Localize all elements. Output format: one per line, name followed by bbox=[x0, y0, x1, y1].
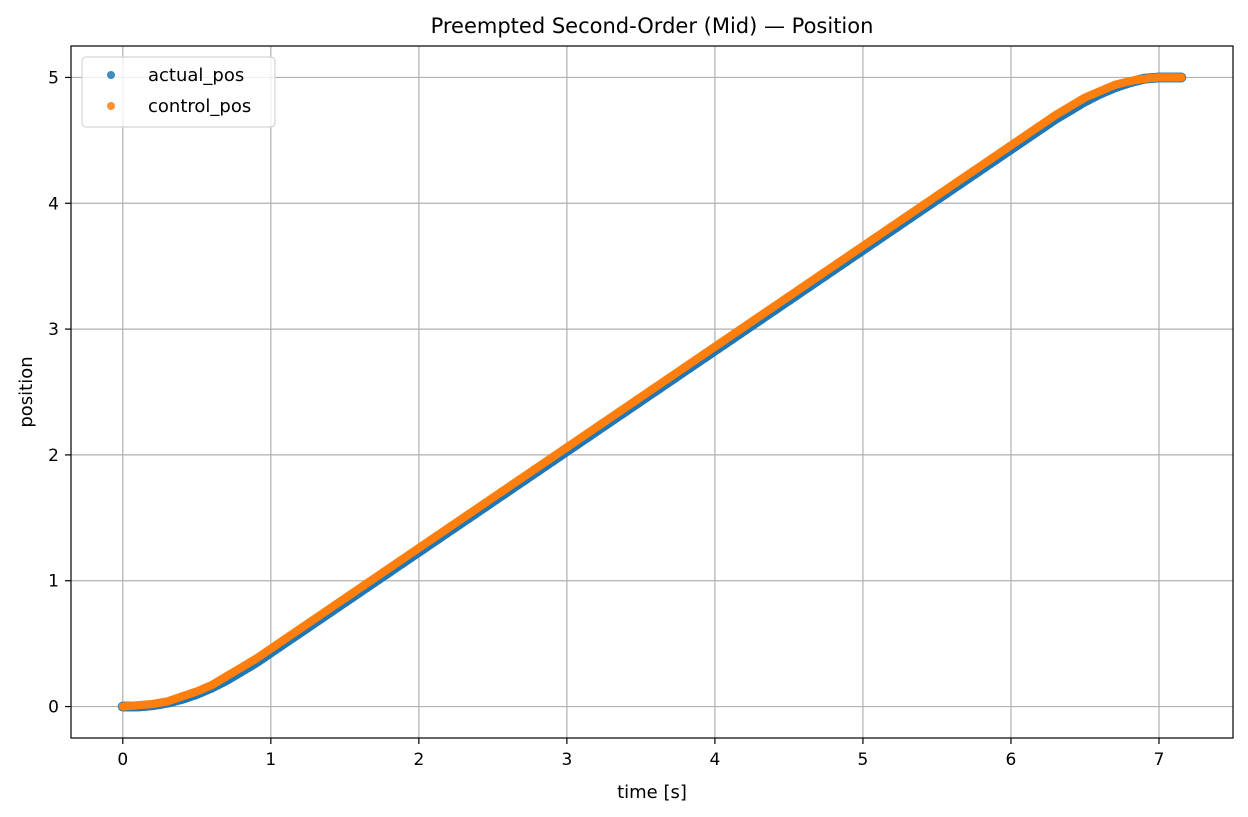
x-tick-label: 2 bbox=[413, 750, 424, 770]
x-tick-label: 7 bbox=[1154, 750, 1165, 770]
x-tick-label: 4 bbox=[709, 750, 720, 770]
y-axis-label: position bbox=[16, 356, 37, 427]
x-axis-label: time [s] bbox=[617, 782, 687, 803]
legend-label: control_pos bbox=[148, 96, 251, 117]
x-tick-label: 0 bbox=[117, 750, 128, 770]
series-control_pos bbox=[118, 73, 1186, 711]
x-tick-label: 3 bbox=[561, 750, 572, 770]
y-tick-label: 1 bbox=[48, 572, 59, 592]
x-axis-ticks: 0 1 2 3 4 5 6 7 bbox=[117, 738, 1164, 770]
y-tick-label: 0 bbox=[48, 698, 59, 718]
x-tick-label: 6 bbox=[1006, 750, 1017, 770]
legend-label: actual_pos bbox=[148, 65, 244, 86]
y-tick-label: 3 bbox=[48, 320, 59, 340]
legend-box bbox=[81, 56, 276, 128]
grid-lines bbox=[71, 46, 1233, 738]
plot-series bbox=[117, 72, 1187, 712]
chart-title: Preempted Second-Order (Mid) — Position bbox=[431, 14, 874, 38]
y-tick-label: 2 bbox=[48, 446, 59, 466]
data-point bbox=[1176, 73, 1186, 82]
x-tick-label: 1 bbox=[265, 750, 276, 770]
legend: actual_pos control_pos bbox=[81, 56, 276, 128]
y-axis-ticks: 0 1 2 3 4 5 bbox=[48, 68, 71, 718]
y-tick-label: 5 bbox=[48, 68, 59, 88]
axes-frame bbox=[70, 45, 1234, 739]
legend-marker bbox=[107, 102, 115, 110]
x-tick-label: 5 bbox=[858, 750, 869, 770]
legend-marker bbox=[107, 71, 115, 79]
y-tick-label: 4 bbox=[48, 194, 59, 214]
